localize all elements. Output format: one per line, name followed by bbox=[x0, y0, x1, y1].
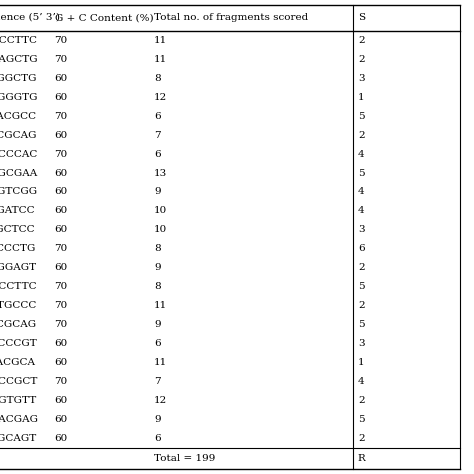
Text: Total = 199: Total = 199 bbox=[154, 454, 215, 463]
Text: 7: 7 bbox=[154, 377, 161, 386]
Text: 5: 5 bbox=[358, 415, 365, 424]
Text: CGCCCTTC: CGCCCTTC bbox=[0, 283, 36, 291]
Text: 60: 60 bbox=[55, 264, 68, 272]
Text: 11: 11 bbox=[154, 36, 167, 45]
Text: 70: 70 bbox=[55, 55, 68, 64]
Text: CTCTGCCC: CTCTGCCC bbox=[0, 301, 36, 310]
Text: 60: 60 bbox=[55, 131, 68, 139]
Text: 2: 2 bbox=[358, 55, 365, 64]
Text: 3: 3 bbox=[358, 74, 365, 82]
Text: 60: 60 bbox=[55, 207, 68, 215]
Text: CCAGCGAA: CCAGCGAA bbox=[0, 169, 37, 177]
Text: 8: 8 bbox=[154, 283, 161, 291]
Text: 2: 2 bbox=[358, 301, 365, 310]
Text: 60: 60 bbox=[55, 415, 68, 424]
Text: 2: 2 bbox=[358, 396, 365, 405]
Text: 70: 70 bbox=[55, 36, 68, 45]
Text: 9: 9 bbox=[154, 188, 161, 196]
Text: 5: 5 bbox=[358, 283, 365, 291]
Text: 2: 2 bbox=[358, 131, 365, 139]
Text: 4: 4 bbox=[358, 377, 365, 386]
Text: AGGGTGTT: AGGGTGTT bbox=[0, 396, 36, 405]
Text: 2: 2 bbox=[358, 36, 365, 45]
Text: 7: 7 bbox=[154, 131, 161, 139]
Text: 1: 1 bbox=[358, 358, 365, 367]
Text: 4: 4 bbox=[358, 188, 365, 196]
Text: 12: 12 bbox=[154, 93, 167, 101]
Text: 60: 60 bbox=[55, 188, 68, 196]
Text: 6: 6 bbox=[154, 434, 161, 443]
Text: 9: 9 bbox=[154, 264, 161, 272]
Text: 60: 60 bbox=[55, 169, 68, 177]
Text: 6: 6 bbox=[154, 150, 161, 158]
Text: 10: 10 bbox=[154, 226, 167, 234]
Text: 70: 70 bbox=[55, 112, 68, 120]
Text: 5: 5 bbox=[358, 169, 365, 177]
Text: Total no. of fragments scored: Total no. of fragments scored bbox=[154, 13, 308, 22]
Text: 8: 8 bbox=[154, 74, 161, 82]
Text: 70: 70 bbox=[55, 245, 68, 253]
Text: 5: 5 bbox=[358, 320, 365, 329]
Text: 60: 60 bbox=[55, 358, 68, 367]
Text: 60: 60 bbox=[55, 93, 68, 101]
Text: 6: 6 bbox=[154, 112, 161, 120]
Text: 2: 2 bbox=[358, 434, 365, 443]
Text: 3: 3 bbox=[358, 339, 365, 348]
Text: 70: 70 bbox=[55, 301, 68, 310]
Text: 70: 70 bbox=[55, 150, 68, 158]
Text: 11: 11 bbox=[154, 55, 167, 64]
Text: 60: 60 bbox=[55, 396, 68, 405]
Text: ACAGCAGT: ACAGCAGT bbox=[0, 434, 36, 443]
Text: R: R bbox=[358, 454, 365, 463]
Text: 9: 9 bbox=[154, 320, 161, 329]
Text: TTCGCTCC: TTCGCTCC bbox=[0, 226, 36, 234]
Text: Sequence (5’ 3’): Sequence (5’ 3’) bbox=[0, 13, 60, 22]
Text: 5: 5 bbox=[358, 112, 365, 120]
Text: 2: 2 bbox=[358, 264, 365, 272]
Text: 13: 13 bbox=[154, 169, 167, 177]
Text: 1: 1 bbox=[358, 93, 365, 101]
Text: TGACGCAG: TGACGCAG bbox=[0, 320, 37, 329]
Text: GGCCCTTC: GGCCCTTC bbox=[0, 36, 37, 45]
Text: S: S bbox=[358, 13, 365, 22]
Text: 4: 4 bbox=[358, 150, 365, 158]
Text: GTAACGCC: GTAACGCC bbox=[0, 112, 36, 120]
Text: G + C Content (%): G + C Content (%) bbox=[55, 13, 153, 22]
Text: 3: 3 bbox=[358, 226, 365, 234]
Text: 12: 12 bbox=[154, 396, 167, 405]
Text: 60: 60 bbox=[55, 74, 68, 82]
Text: TGCGATCC: TGCGATCC bbox=[0, 207, 36, 215]
Text: ACTGGAGT: ACTGGAGT bbox=[0, 264, 36, 272]
Text: TTGACGCA: TTGACGCA bbox=[0, 358, 36, 367]
Text: 60: 60 bbox=[55, 226, 68, 234]
Text: CCCCCGCT: CCCCCGCT bbox=[0, 377, 37, 386]
Text: AGACCCGT: AGACCCGT bbox=[0, 339, 36, 348]
Text: 9: 9 bbox=[154, 415, 161, 424]
Text: 70: 70 bbox=[55, 283, 68, 291]
Text: 8: 8 bbox=[154, 245, 161, 253]
Text: 6: 6 bbox=[358, 245, 365, 253]
Text: 6: 6 bbox=[154, 339, 161, 348]
Text: 11: 11 bbox=[154, 358, 167, 367]
Text: 60: 60 bbox=[55, 339, 68, 348]
Text: 60: 60 bbox=[55, 434, 68, 443]
Text: AACGTCGG: AACGTCGG bbox=[0, 188, 37, 196]
Text: GCACCCAC: GCACCCAC bbox=[0, 150, 37, 158]
Text: 4: 4 bbox=[358, 207, 365, 215]
Text: 11: 11 bbox=[154, 301, 167, 310]
Text: 70: 70 bbox=[55, 320, 68, 329]
Text: CCGAGCTG: CCGAGCTG bbox=[0, 55, 37, 64]
Text: 70: 70 bbox=[55, 377, 68, 386]
Text: TCCCCCTG: TCCCCCTG bbox=[0, 245, 36, 253]
Text: TCGGGCTG: TCGGGCTG bbox=[0, 74, 37, 82]
Text: GATCGCAG: GATCGCAG bbox=[0, 131, 36, 139]
Text: 10: 10 bbox=[154, 207, 167, 215]
Text: AACGGGTG: AACGGGTG bbox=[0, 93, 37, 101]
Text: GGAACGAG: GGAACGAG bbox=[0, 415, 38, 424]
